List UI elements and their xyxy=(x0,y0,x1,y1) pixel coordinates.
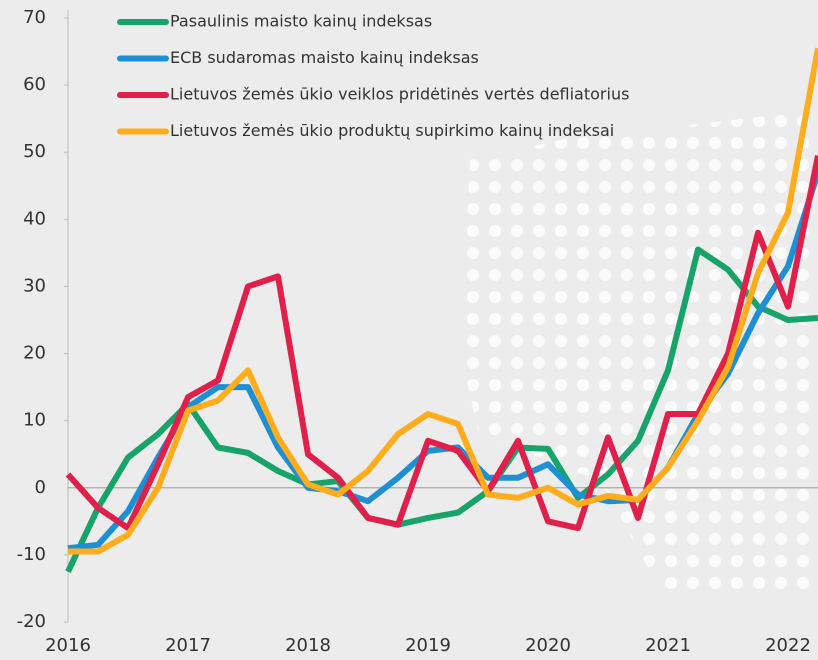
x-tick-label: 2018 xyxy=(285,635,331,656)
y-tick-label: -20 xyxy=(17,611,46,632)
x-tick-label: 2016 xyxy=(45,635,91,656)
y-tick-label: 50 xyxy=(23,141,46,162)
y-tick-label: 70 xyxy=(23,7,46,28)
series-line xyxy=(67,171,818,552)
x-tick-label: 2020 xyxy=(525,635,571,656)
background-dots xyxy=(460,110,818,590)
series-line xyxy=(68,47,818,555)
x-tick-label: 2017 xyxy=(165,635,211,656)
x-tick-label: 2022 xyxy=(765,635,811,656)
legend-label: Pasaulinis maisto kainų indeksas xyxy=(170,12,432,31)
y-tick-label: 20 xyxy=(23,343,46,364)
legend-label: ECB sudaromas maisto kainų indeksas xyxy=(170,48,479,67)
y-tick-label: -10 xyxy=(17,544,46,565)
y-tick-label: 0 xyxy=(35,477,46,498)
y-tick-label: 10 xyxy=(23,410,46,431)
legend-label: Lietuvos žemės ūkio veiklos pridėtinės v… xyxy=(170,85,629,104)
legend-label: Lietuvos žemės ūkio produktų supirkimo k… xyxy=(170,121,614,140)
y-tick-label: 60 xyxy=(23,74,46,95)
y-tick-label: 30 xyxy=(23,275,46,296)
series-line xyxy=(65,154,818,532)
x-tick-label: 2019 xyxy=(405,635,451,656)
x-tick-label: 2021 xyxy=(645,635,691,656)
y-tick-label: 40 xyxy=(23,208,46,229)
